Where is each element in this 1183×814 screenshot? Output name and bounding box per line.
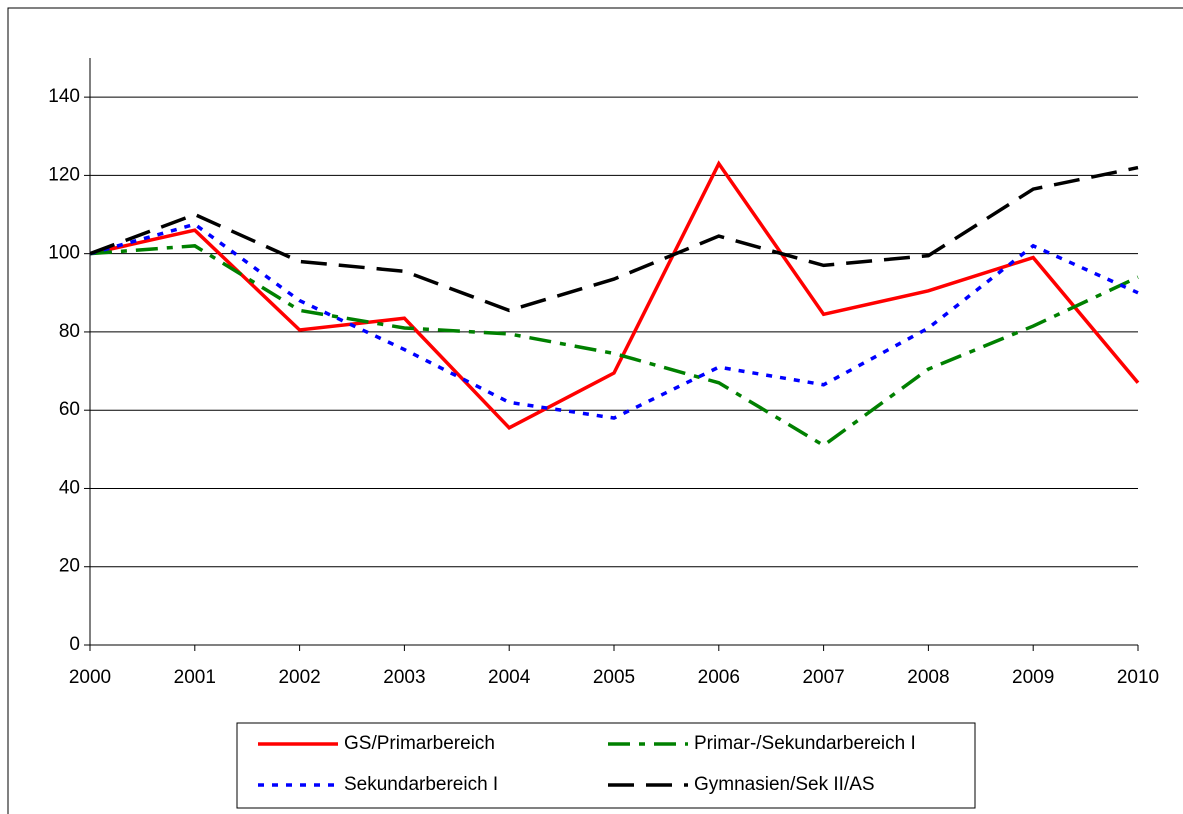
y-tick-label: 80 xyxy=(59,321,80,342)
y-tick-label: 140 xyxy=(48,86,80,107)
x-tick-label: 2002 xyxy=(278,667,320,688)
y-tick-label: 60 xyxy=(59,399,80,420)
x-tick-label: 2003 xyxy=(383,667,425,688)
series-line xyxy=(89,160,1140,430)
x-tick-label: 2008 xyxy=(907,667,949,688)
y-tick-label: 40 xyxy=(59,477,80,498)
x-tick-label: 2001 xyxy=(174,667,216,688)
y-tick-label: 20 xyxy=(59,556,80,577)
x-tick-label: 2010 xyxy=(1117,667,1159,688)
series-line xyxy=(89,244,1139,448)
chart-border xyxy=(7,7,1183,814)
legend-label: Primar-/Sekundarbereich I xyxy=(694,733,916,754)
x-tick-label: 2009 xyxy=(1012,667,1054,688)
x-tick-label: 2007 xyxy=(802,667,844,688)
x-tick-label: 2000 xyxy=(69,667,111,688)
y-tick-label: 0 xyxy=(69,634,80,655)
legend-label: Gymnasien/Sek II/AS xyxy=(694,774,875,795)
x-tick-label: 2005 xyxy=(593,667,635,688)
series-line xyxy=(89,165,1139,313)
y-tick-label: 100 xyxy=(48,243,80,264)
legend-box xyxy=(236,722,976,809)
legend-label: GS/Primarbereich xyxy=(344,733,495,754)
legend-label: Sekundarbereich I xyxy=(344,774,498,795)
series-line xyxy=(89,222,1139,420)
x-tick-label: 2006 xyxy=(698,667,740,688)
x-tick-label: 2004 xyxy=(488,667,531,688)
y-tick-label: 120 xyxy=(48,164,80,185)
